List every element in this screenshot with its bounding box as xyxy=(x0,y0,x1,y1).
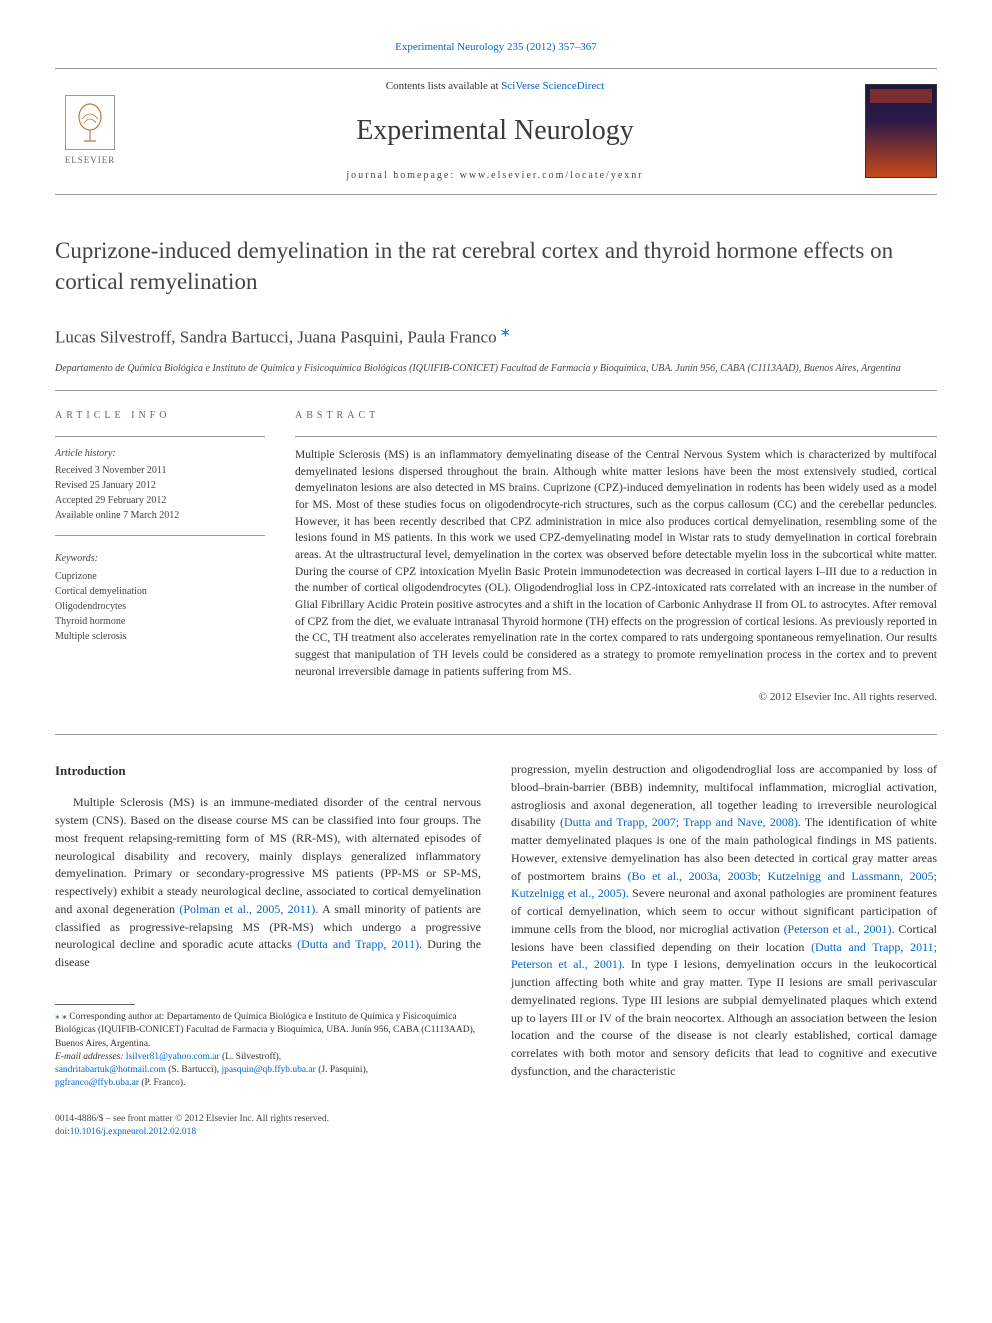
keyword: Thyroid hormone xyxy=(55,614,265,629)
keyword: Cuprizone xyxy=(55,569,265,584)
email-label: E-mail addresses: xyxy=(55,1052,126,1062)
journal-homepage: journal homepage: www.elsevier.com/locat… xyxy=(145,169,845,184)
abstract-column: ABSTRACT Multiple Sclerosis (MS) is an i… xyxy=(295,409,937,706)
divider xyxy=(55,390,937,391)
footnote-separator xyxy=(55,1004,135,1005)
corresponding-text: ⁎ Corresponding author at: Departamento … xyxy=(55,1012,475,1049)
divider xyxy=(295,436,937,437)
citation-link[interactable]: (Dutta and Trapp, 2007; Trapp and Nave, … xyxy=(560,815,798,829)
homepage-prefix: journal homepage: xyxy=(346,170,459,181)
body-paragraph: Multiple Sclerosis (MS) is an immune-med… xyxy=(55,794,481,972)
publisher-logo: ELSEVIER xyxy=(55,91,125,171)
journal-header: ELSEVIER Contents lists available at Sci… xyxy=(55,68,937,195)
journal-title: Experimental Neurology xyxy=(145,111,845,152)
corresponding-marker-icon: ⁎ xyxy=(501,320,510,340)
doi-prefix: doi: xyxy=(55,1127,70,1137)
homepage-url: www.elsevier.com/locate/yexnr xyxy=(460,170,644,181)
history-label: Article history: xyxy=(55,447,265,462)
email-link[interactable]: sandritabartuk@hotmail.com xyxy=(55,1065,166,1075)
body-left-column: Introduction Multiple Sclerosis (MS) is … xyxy=(55,761,481,1139)
email-who: (S. Bartucci), xyxy=(166,1065,222,1075)
keywords-label: Keywords: xyxy=(55,552,265,567)
article-title: Cuprizone-induced demyelination in the r… xyxy=(55,235,937,297)
top-citation-link[interactable]: Experimental Neurology 235 (2012) 357–36… xyxy=(395,41,597,53)
body-paragraph: progression, myelin destruction and olig… xyxy=(511,761,937,1081)
publisher-name: ELSEVIER xyxy=(65,154,116,167)
author-list: Lucas Silvestroff, Sandra Bartucci, Juan… xyxy=(55,317,937,350)
keyword: Oligodendrocytes xyxy=(55,599,265,614)
history-revised: Revised 25 January 2012 xyxy=(55,478,265,493)
keyword: Multiple sclerosis xyxy=(55,629,265,644)
email-link[interactable]: pgfranco@ffyb.uba.ar xyxy=(55,1078,139,1088)
introduction-heading: Introduction xyxy=(55,761,481,780)
divider xyxy=(55,436,265,437)
body-right-column: progression, myelin destruction and olig… xyxy=(511,761,937,1139)
email-link[interactable]: jpasquin@qb.ffyb.uba.ar xyxy=(222,1065,316,1075)
footer: 0014-4886/$ – see front matter © 2012 El… xyxy=(55,1113,481,1140)
citation-link[interactable]: (Polman et al., 2005, 2011) xyxy=(179,902,315,916)
email-who: (J. Pasquini), xyxy=(316,1065,368,1075)
contents-available: Contents lists available at SciVerse Sci… xyxy=(145,79,845,95)
elsevier-tree-icon xyxy=(65,95,115,150)
history-accepted: Accepted 29 February 2012 xyxy=(55,493,265,508)
citation-link[interactable]: (Peterson et al., 2001) xyxy=(784,922,892,936)
authors-text: Lucas Silvestroff, Sandra Bartucci, Juan… xyxy=(55,328,497,347)
history-online: Available online 7 March 2012 xyxy=(55,508,265,523)
keyword: Cortical demyelination xyxy=(55,584,265,599)
email-who: (L. Silvestroff), xyxy=(220,1052,282,1062)
top-citation: Experimental Neurology 235 (2012) 357–36… xyxy=(55,40,937,56)
body-text: . In type I lesions, demyelination occur… xyxy=(511,957,937,1078)
star-icon: ⁎ xyxy=(55,1012,60,1022)
contents-prefix: Contents lists available at xyxy=(386,80,501,92)
divider xyxy=(55,535,265,536)
email-link[interactable]: lsilver81@yahoo.com.ar xyxy=(126,1052,220,1062)
doi-link[interactable]: 10.1016/j.expneurol.2012.02.018 xyxy=(70,1127,196,1137)
email-footnote: E-mail addresses: lsilver81@yahoo.com.ar… xyxy=(55,1051,481,1091)
issn-line: 0014-4886/$ – see front matter © 2012 El… xyxy=(55,1113,481,1126)
citation-link[interactable]: (Dutta and Trapp, 2011) xyxy=(297,937,419,951)
affiliation: Departamento de Química Biológica e Inst… xyxy=(55,362,937,376)
body-text: Multiple Sclerosis (MS) is an immune-med… xyxy=(55,795,481,916)
email-who: (P. Franco). xyxy=(139,1078,185,1088)
history-received: Received 3 November 2011 xyxy=(55,463,265,478)
abstract-copyright: © 2012 Elsevier Inc. All rights reserved… xyxy=(295,690,937,706)
sciencedirect-link[interactable]: SciVerse ScienceDirect xyxy=(501,80,604,92)
abstract-heading: ABSTRACT xyxy=(295,409,937,424)
corresponding-footnote: ⁎ ⁎ Corresponding author at: Departament… xyxy=(55,1011,481,1051)
journal-cover-thumbnail xyxy=(865,84,937,178)
abstract-text: Multiple Sclerosis (MS) is an inflammato… xyxy=(295,447,937,680)
divider xyxy=(55,734,937,735)
article-info-column: ARTICLE INFO Article history: Received 3… xyxy=(55,409,265,706)
article-info-heading: ARTICLE INFO xyxy=(55,409,265,424)
